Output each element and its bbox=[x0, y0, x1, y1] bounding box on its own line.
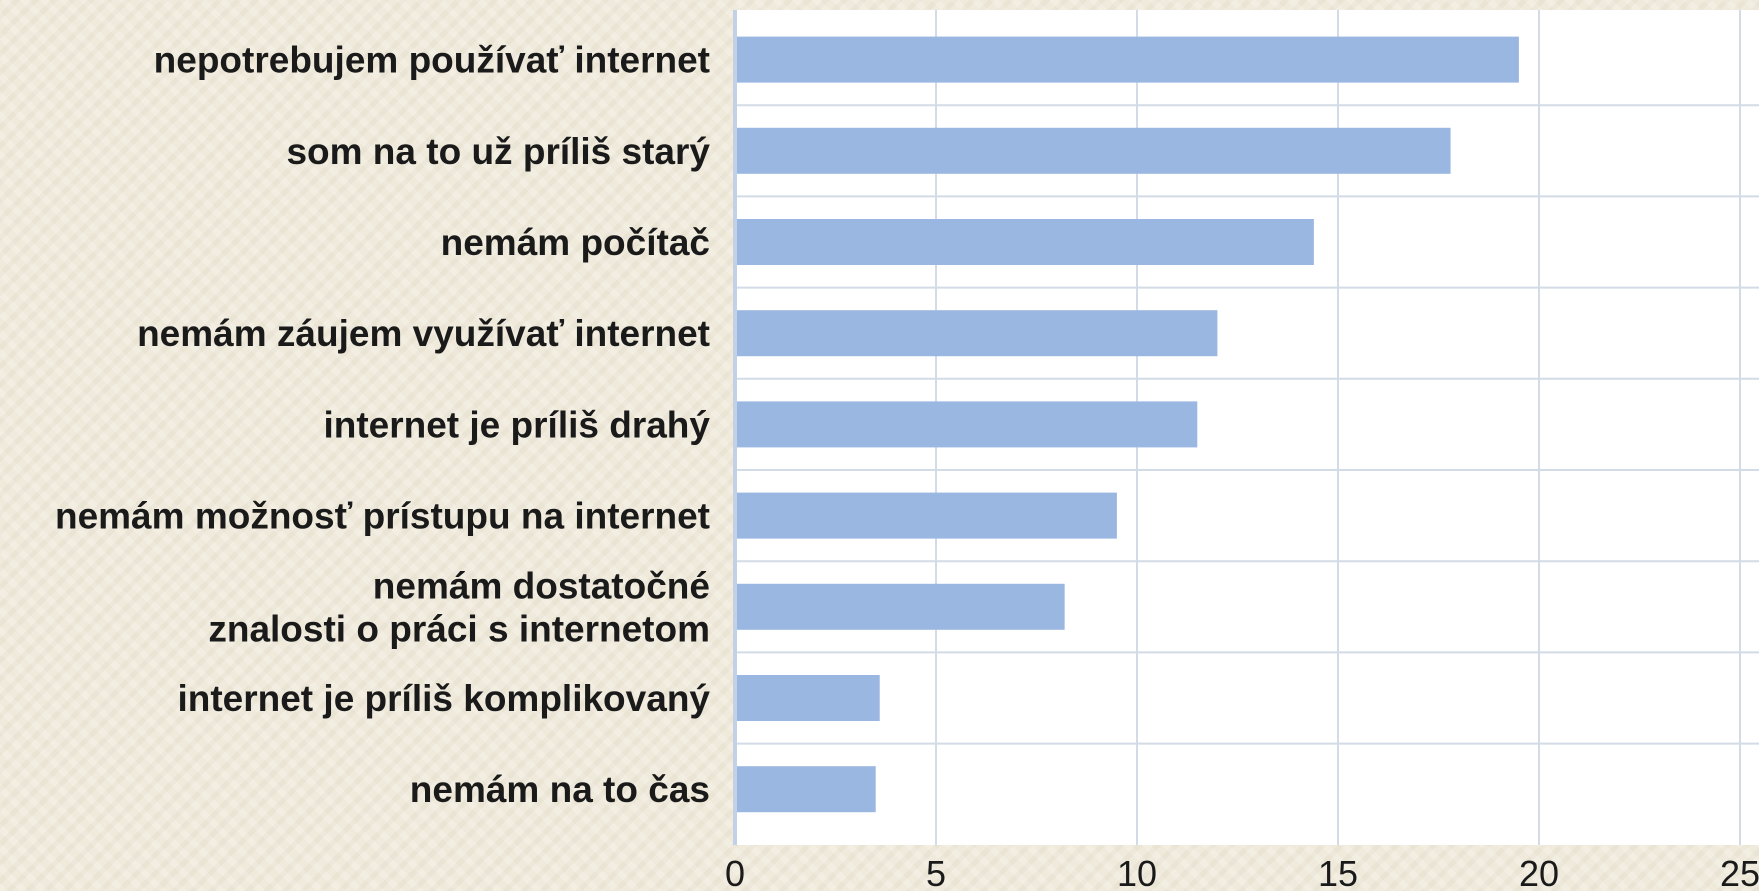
x-tick-label: 10 bbox=[1117, 853, 1157, 891]
x-tick-label: 0 bbox=[725, 853, 745, 891]
category-labels: nepotrebujem používať internet som na to … bbox=[55, 40, 710, 811]
category-label-line: nemám počítač bbox=[441, 222, 710, 263]
category-label-line: som na to už príliš starý bbox=[286, 131, 710, 172]
category-label-line: nemám záujem využívať internet bbox=[137, 313, 710, 354]
bar-8 bbox=[735, 766, 876, 813]
x-tick-label: 15 bbox=[1318, 853, 1358, 891]
category-label-line: nemám na to čas bbox=[410, 769, 710, 810]
bar-4 bbox=[735, 401, 1198, 448]
category-label-line: znalosti o práci s internetom bbox=[208, 608, 710, 649]
category-label-5: nemám možnosť prístupu na internet bbox=[55, 496, 710, 537]
category-label-4: internet je príliš drahý bbox=[323, 404, 710, 445]
x-tick-label: 5 bbox=[926, 853, 946, 891]
bar-2 bbox=[735, 219, 1314, 265]
category-label-0: nepotrebujem používať internet bbox=[154, 40, 710, 81]
bar-7 bbox=[735, 675, 880, 721]
bar-3 bbox=[735, 310, 1218, 357]
x-tick-labels: 0 5 10 15 20 25 bbox=[725, 853, 1759, 891]
category-label-7: internet je príliš komplikovaný bbox=[177, 678, 710, 719]
category-label-6: nemám dostatočné znalosti o práci s inter… bbox=[208, 565, 710, 649]
x-tick-label: 25 bbox=[1720, 853, 1759, 891]
category-label-line: nemám možnosť prístupu na internet bbox=[55, 496, 710, 537]
category-label-line: nemám dostatočné bbox=[373, 565, 710, 606]
category-label-3: nemám záujem využívať internet bbox=[137, 313, 710, 354]
category-label-line: nepotrebujem používať internet bbox=[154, 40, 710, 81]
category-label-2: nemám počítač bbox=[441, 222, 710, 263]
category-label-1: som na to už príliš starý bbox=[286, 131, 710, 172]
x-tick-label: 20 bbox=[1519, 853, 1559, 891]
bars bbox=[735, 36, 1519, 813]
bar-5 bbox=[735, 492, 1117, 539]
bar-0 bbox=[735, 36, 1519, 83]
bar-6 bbox=[735, 583, 1065, 630]
category-label-line: internet je príliš drahý bbox=[323, 404, 710, 445]
category-label-line: internet je príliš komplikovaný bbox=[177, 678, 710, 719]
bar-1 bbox=[735, 127, 1451, 174]
category-label-8: nemám na to čas bbox=[410, 769, 710, 810]
